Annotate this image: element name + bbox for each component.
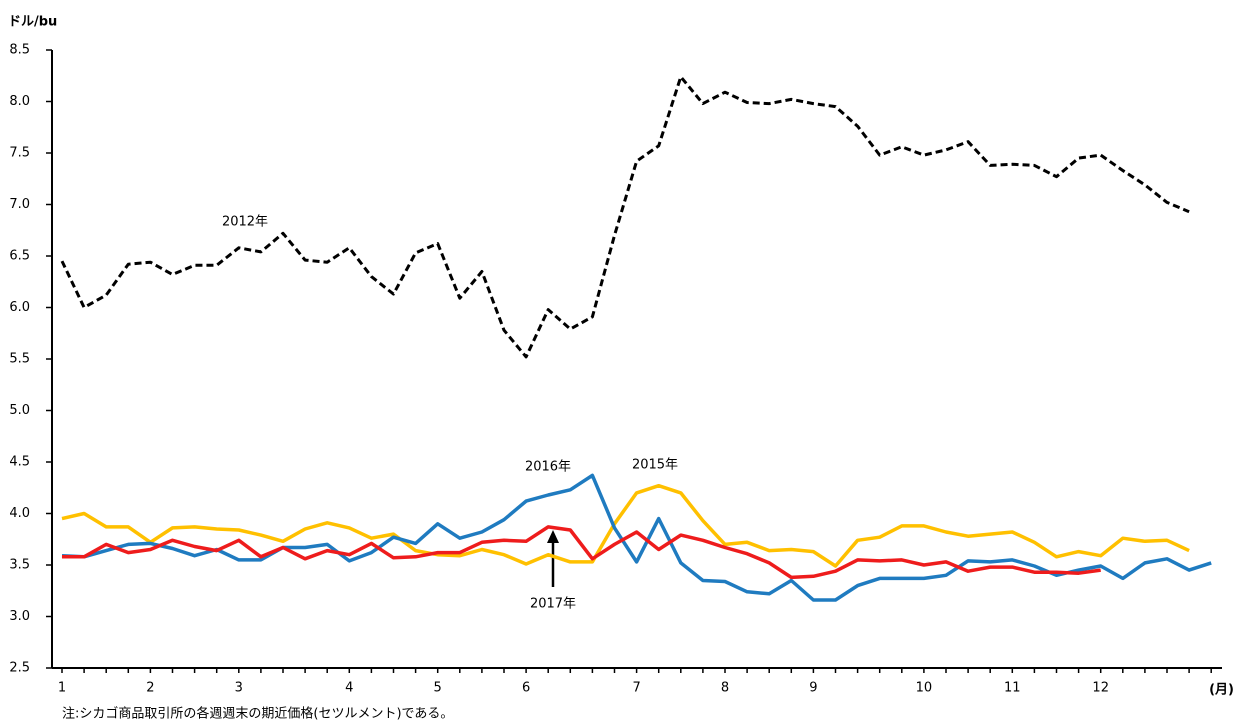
y-tick-label: 7.5 xyxy=(9,146,30,161)
y-tick-label: 2.5 xyxy=(9,661,30,676)
x-tick-label: 4 xyxy=(345,681,353,696)
y-axis-label: ドル/bu xyxy=(8,15,57,30)
y-tick-label: 6.0 xyxy=(9,300,30,315)
x-tick-label: 1 xyxy=(58,681,66,696)
x-tick-label: 9 xyxy=(809,681,817,696)
note: 注:シカゴ商品取引所の各週週末の期近価格(セツルメント)である。 xyxy=(62,706,453,722)
y-tick-label: 4.5 xyxy=(9,455,30,470)
series-label: 2012年 xyxy=(222,215,268,230)
y-tick-label: 8.0 xyxy=(9,94,30,109)
x-tick-label: 11 xyxy=(1004,681,1021,696)
series-line xyxy=(61,473,1212,602)
series-label: 2016年 xyxy=(525,460,571,475)
x-tick-label: 3 xyxy=(235,681,243,696)
x-tick-label: 2 xyxy=(146,681,154,696)
x-tick-label: 10 xyxy=(916,681,933,696)
y-tick-label: 6.5 xyxy=(9,249,30,264)
x-tick-label: 6 xyxy=(522,681,530,696)
x-tick-label: 7 xyxy=(632,681,640,696)
x-tick-label: 8 xyxy=(721,681,729,696)
y-tick-label: 3.0 xyxy=(9,609,30,624)
x-tick-label: 12 xyxy=(1092,681,1109,696)
x-tick-label: 5 xyxy=(434,681,442,696)
y-tick-label: 3.5 xyxy=(9,558,30,573)
y-tick-label: 5.0 xyxy=(9,403,30,418)
y-tick-label: 5.5 xyxy=(9,352,30,367)
annotation-arrowhead xyxy=(547,530,559,543)
series-line xyxy=(61,483,1190,568)
series-label: 2017年 xyxy=(530,597,576,612)
y-tick-label: 4.0 xyxy=(9,506,30,521)
series-line xyxy=(60,75,1190,359)
y-tick-label: 8.5 xyxy=(9,43,30,58)
x-axis-label: (月) xyxy=(1209,683,1234,698)
series-label: 2015年 xyxy=(632,458,678,473)
y-tick-label: 7.0 xyxy=(9,197,30,212)
series-line xyxy=(62,525,1101,580)
